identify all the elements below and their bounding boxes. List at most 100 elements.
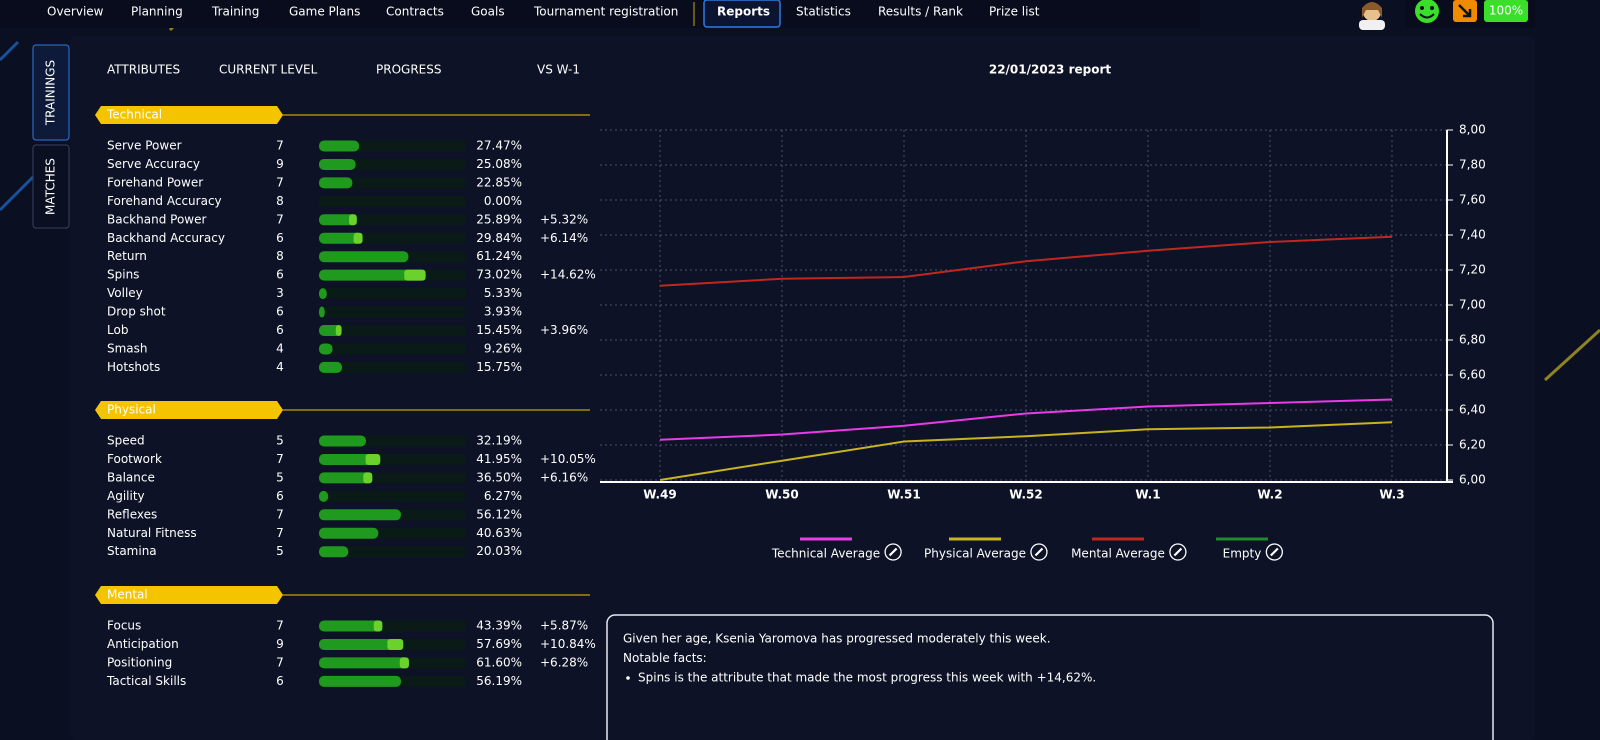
nav-tab[interactable]: Training	[211, 5, 259, 19]
attribute-level: 8	[276, 249, 284, 263]
side-tab-label[interactable]: TRAININGS	[44, 60, 58, 126]
nav-tab[interactable]: Reports	[717, 5, 770, 19]
progress-delta	[363, 472, 373, 484]
edit-icon[interactable]	[1030, 543, 1048, 561]
attribute-name: Hotshots	[107, 360, 160, 374]
attribute-name: Balance	[107, 470, 155, 484]
attribute-level: 7	[276, 507, 284, 521]
progress-label: 41.95%	[476, 452, 522, 466]
delta-label: +6.14%	[540, 231, 588, 245]
edit-icon[interactable]	[1169, 543, 1187, 561]
attribute-name: Drop shot	[107, 305, 166, 319]
attribute-name: Smash	[107, 341, 148, 355]
attribute-level: 7	[276, 139, 284, 153]
progress-track	[319, 453, 465, 465]
nav-tab[interactable]: Results / Rank	[878, 5, 963, 19]
side-tab[interactable]	[32, 144, 70, 229]
y-tick-label: 6,80	[1459, 333, 1486, 347]
edit-icon-pen[interactable]	[1034, 547, 1044, 557]
attribute-level: 7	[276, 526, 284, 540]
nav-tab-active[interactable]	[703, 0, 781, 28]
progress-label: 3.93%	[484, 305, 522, 319]
attribute-name: Natural Fitness	[107, 526, 197, 540]
group-tag	[95, 401, 283, 419]
status-text: 100%	[1489, 4, 1523, 18]
progress-track	[319, 177, 465, 189]
nav-tab[interactable]: Planning	[131, 5, 183, 19]
progress-track	[319, 546, 465, 558]
side-tab[interactable]	[32, 44, 70, 141]
progress-label: 9.26%	[484, 341, 522, 355]
progress-label: 15.75%	[476, 360, 522, 374]
attribute-name: Lob	[107, 323, 128, 337]
progress-bar	[319, 472, 373, 484]
nav-tab[interactable]: Overview	[47, 5, 104, 19]
edit-icon[interactable]	[884, 543, 902, 561]
x-tick-label: W.49	[643, 488, 677, 502]
progress-bar	[319, 620, 383, 632]
side-tab-label[interactable]: MATCHES	[44, 158, 58, 215]
progress-track	[319, 527, 465, 539]
progress-bar	[319, 306, 325, 318]
progress-bar	[319, 509, 401, 521]
progress-label: 32.19%	[476, 434, 522, 448]
progress-bar	[319, 251, 409, 263]
progress-bar	[319, 158, 356, 170]
attribute-name: Backhand Accuracy	[107, 231, 225, 245]
summary-line: Notable facts:	[623, 651, 707, 665]
nav-tab[interactable]: Contracts	[386, 5, 444, 19]
series-line	[659, 235, 1393, 287]
progress-label: 56.12%	[476, 507, 522, 521]
edit-icon-pen[interactable]	[1173, 547, 1183, 557]
nav-tab[interactable]: Prize list	[989, 5, 1040, 19]
y-tick-label: 6,00	[1459, 473, 1486, 487]
summary-bullet: Spins is the attribute that made the mos…	[638, 671, 1096, 685]
bullet-dot	[626, 676, 630, 680]
attribute-name: Speed	[107, 434, 145, 448]
summary-line: Given her age, Ksenia Yaromova has progr…	[623, 632, 1051, 646]
mood-icon[interactable]	[1415, 0, 1439, 23]
y-tick-label: 7,80	[1459, 158, 1486, 172]
trend-icon[interactable]	[1453, 0, 1477, 22]
progress-label: 27.47%	[476, 139, 522, 153]
progress-label: 36.50%	[476, 470, 522, 484]
delta-label: +3.96%	[540, 323, 588, 337]
nav-tab[interactable]: Game Plans	[289, 5, 360, 19]
nav-tab[interactable]: Goals	[471, 5, 505, 19]
x-tick-label: W.50	[765, 488, 799, 502]
nav-tab[interactable]: Statistics	[796, 5, 851, 19]
progress-bar	[319, 675, 402, 687]
column-header: CURRENT LEVEL	[219, 63, 318, 77]
attribute-name: Focus	[107, 619, 141, 633]
delta-label: +6.16%	[540, 470, 588, 484]
nav-tab[interactable]: Tournament registration	[533, 5, 678, 19]
progress-bar	[319, 177, 353, 189]
edit-icon-pen[interactable]	[888, 547, 898, 557]
group-tag	[95, 586, 283, 604]
progress-bar	[319, 638, 404, 650]
delta-label: +5.87%	[540, 619, 588, 633]
progress-track	[319, 472, 465, 484]
y-tick-label: 7,20	[1459, 263, 1486, 277]
progress-bar	[319, 140, 360, 152]
y-tick-label: 6,40	[1459, 403, 1486, 417]
progress-delta	[335, 325, 342, 336]
edit-icon[interactable]	[1265, 543, 1284, 561]
progress-label: 6.27%	[484, 489, 522, 503]
attribute-level: 9	[276, 157, 284, 171]
legend-label: Mental Average	[1071, 547, 1165, 561]
progress-label: 61.24%	[476, 249, 522, 263]
progress-track	[319, 306, 465, 318]
y-tick-label: 8,00	[1459, 123, 1486, 137]
avatar	[1359, 2, 1385, 30]
progress-bar	[319, 657, 409, 669]
attribute-name: Footwork	[107, 452, 162, 466]
delta-label: +10.05%	[540, 452, 596, 466]
progress-label: 0.00%	[484, 194, 522, 208]
edit-icon-pen[interactable]	[1270, 547, 1279, 557]
progress-label: 5.33%	[484, 286, 522, 300]
legend-label: Physical Average	[924, 547, 1026, 561]
progress-track	[319, 435, 465, 447]
status-badge	[1484, 0, 1528, 22]
